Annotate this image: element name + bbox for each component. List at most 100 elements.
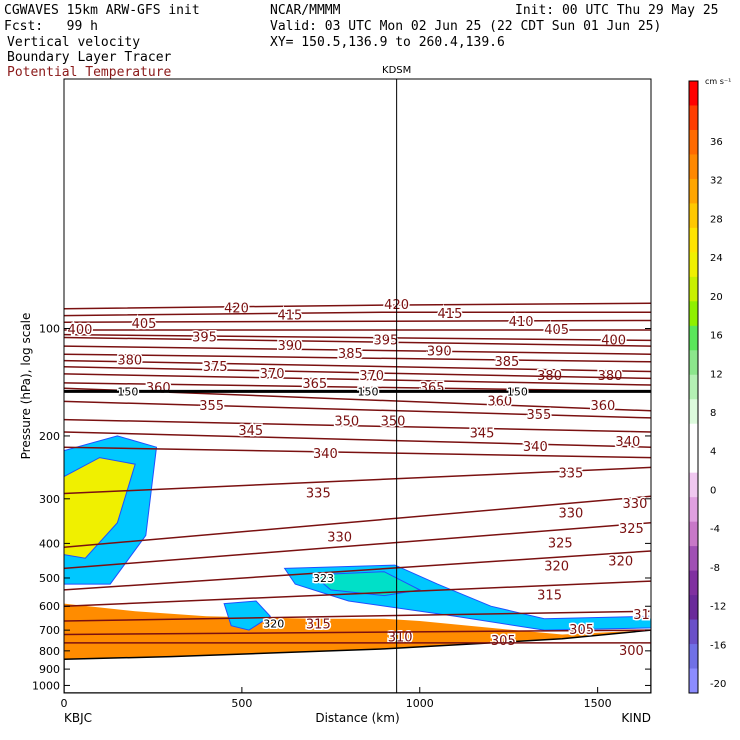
x-endpoint-right: KIND xyxy=(621,711,651,725)
theta-label: 360 xyxy=(146,381,171,396)
tracer-plume-west-core xyxy=(64,457,136,559)
field-vertical-velocity: Vertical velocity xyxy=(7,35,141,50)
theta-label: 340 xyxy=(615,435,640,450)
tracer-plume-small xyxy=(223,600,272,631)
field-potential-temperature: Potential Temperature xyxy=(7,65,172,80)
colorbar-tick-label: 24 xyxy=(710,253,723,264)
theta-label: 330 xyxy=(327,530,352,545)
theta-contour-345 xyxy=(64,431,651,448)
theta-label: 360 xyxy=(487,394,512,409)
colorbar-tick-label: -12 xyxy=(710,602,726,613)
theta-contour-375 xyxy=(64,366,651,380)
colorbar-unit: cm s⁻¹ xyxy=(705,77,731,86)
x-endpoint-left: KBJC xyxy=(64,711,92,725)
colorbar-tick-label: 8 xyxy=(710,408,716,419)
theta-contour-320 xyxy=(64,550,651,591)
theta-label: 380 xyxy=(117,354,142,369)
colorbar-tick-label: 12 xyxy=(710,369,723,380)
y-tick-label: 300 xyxy=(39,493,60,506)
theta-label: 315 xyxy=(306,618,331,633)
theta-label: 410 xyxy=(509,315,534,330)
tracer-plume-mid-core xyxy=(311,571,422,597)
colorbar-tick-label: 28 xyxy=(710,214,723,225)
colorbar-bin xyxy=(689,178,698,204)
theta-label: 320 xyxy=(608,555,633,570)
terrain xyxy=(64,629,651,693)
inline-contour-label: 150 xyxy=(358,385,379,398)
theta-contour-380 xyxy=(64,359,651,373)
colorbar-bin xyxy=(689,105,698,131)
colorbar-bin xyxy=(689,423,698,449)
field-boundary-layer-tracer: Boundary Layer Tracer xyxy=(7,50,172,65)
org-label: NCAR/MMMM xyxy=(270,3,341,18)
theta-label: 380 xyxy=(598,369,623,384)
theta-label: 370 xyxy=(359,369,384,384)
y-axis-label: Pressure (hPa), log scale xyxy=(19,313,33,460)
theta-label: 345 xyxy=(470,427,495,442)
colorbar-bin xyxy=(689,81,698,106)
theta-label: 365 xyxy=(302,377,327,392)
boundary-layer-tracer xyxy=(64,603,651,660)
theta-label: 345 xyxy=(238,424,263,439)
theta-label: 325 xyxy=(548,536,573,551)
theta-contour-390 xyxy=(64,345,651,355)
colorbar-tick-label: 16 xyxy=(710,331,723,342)
theta-label: 340 xyxy=(523,440,548,455)
theta-contour-415 xyxy=(64,311,651,317)
theta-label: 315 xyxy=(537,589,562,604)
colorbar-tick-label: -16 xyxy=(710,640,726,651)
colorbar-bin xyxy=(689,276,698,302)
forecast-hour: Fcst: 99 h xyxy=(4,19,98,34)
colorbar-frame xyxy=(688,80,699,694)
theta-contour-385 xyxy=(64,353,651,363)
theta-label: 390 xyxy=(427,345,452,360)
colorbar-bin xyxy=(689,154,698,180)
theta-label: 335 xyxy=(559,467,584,482)
theta-label: 395 xyxy=(374,333,399,348)
theta-label: 340 xyxy=(313,447,338,462)
init-time: Init: 00 UTC Thu 29 May 25 xyxy=(515,3,719,18)
inline-contour-label: 150 xyxy=(507,385,528,398)
theta-label: 330 xyxy=(623,497,648,512)
theta-contour-420 xyxy=(64,302,651,310)
colorbar-tick-label: 32 xyxy=(710,176,723,187)
theta-label: 405 xyxy=(132,317,157,332)
theta-label: 405 xyxy=(544,323,569,338)
colorbar-bin xyxy=(689,129,698,155)
theta-label: 385 xyxy=(494,355,519,370)
theta-label: 350 xyxy=(381,414,406,429)
theta-label: 300 xyxy=(619,644,644,659)
colorbar-bin xyxy=(689,374,698,400)
theta-label: 360 xyxy=(591,399,616,414)
theta-label: 305 xyxy=(569,623,594,638)
theta-contour-330 xyxy=(64,495,651,548)
colorbar-bin xyxy=(689,619,698,645)
valid-time: Valid: 03 UTC Mon 02 Jun 25 (22 CDT Sun … xyxy=(270,19,662,34)
colorbar-tick-label: 20 xyxy=(710,292,723,303)
colorbar-tick-label: 0 xyxy=(710,485,716,496)
theta-contour-370 xyxy=(64,373,651,386)
plot-frame xyxy=(63,78,652,694)
model-title: CGWAVES 15km ARW-GFS init xyxy=(4,3,200,18)
inline-contour-label: 320 xyxy=(263,617,284,630)
theta-label: 350 xyxy=(334,414,359,429)
theta-label: 415 xyxy=(277,309,302,324)
x-tick-label: 500 xyxy=(231,697,252,710)
theta-label: 325 xyxy=(619,522,644,537)
theta-label: 355 xyxy=(199,399,224,414)
y-tick-label: 500 xyxy=(39,572,60,585)
colorbar-bin xyxy=(689,203,698,229)
theta-label: 320 xyxy=(544,560,569,575)
theta-contour-310 xyxy=(64,610,651,622)
theta-label: 390 xyxy=(277,339,302,354)
colorbar-tick-label: -20 xyxy=(710,679,726,690)
theta-contour-305 xyxy=(64,629,651,636)
colorbar-bin xyxy=(689,595,698,621)
marker-label: KDSM xyxy=(382,65,411,76)
x-tick-label: 1000 xyxy=(406,697,434,710)
theta-label: 355 xyxy=(526,408,551,423)
theta-contour-410 xyxy=(64,319,651,323)
theta-contour-400 xyxy=(64,333,651,342)
colorbar-tick-label: 36 xyxy=(710,137,723,148)
